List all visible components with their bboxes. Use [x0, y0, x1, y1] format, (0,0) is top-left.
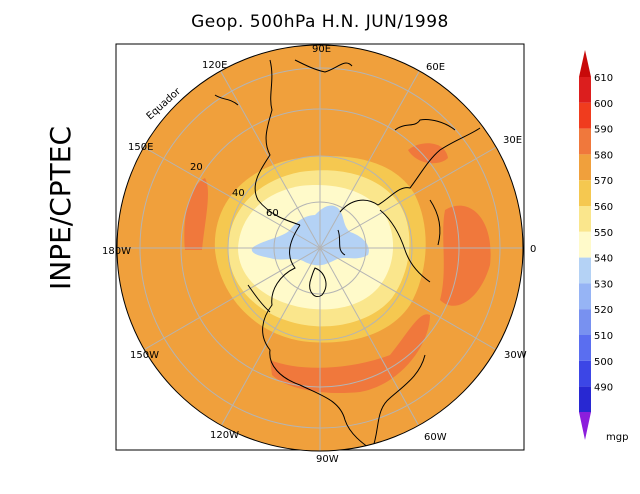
- map-boundary: [116, 44, 524, 452]
- coastlines: [214, 59, 481, 451]
- colorbar-label-570: 570: [594, 176, 613, 187]
- colorbar-cell-590: [579, 128, 591, 155]
- colorbar-cell-580: [579, 154, 591, 181]
- colorbar-cell-520: [579, 309, 591, 335]
- colorbar-top-arrow: [579, 50, 591, 77]
- colorbar-label-500: 500: [594, 357, 613, 368]
- field-590-patch-west: [184, 178, 209, 250]
- field-540-550: [251, 205, 369, 266]
- lat-label-60: 60: [266, 208, 279, 219]
- lon-label-120e: 120E: [202, 60, 227, 71]
- lat-label-40: 40: [232, 188, 245, 199]
- colorbar-label-530: 530: [594, 279, 613, 290]
- longitude-labels: 90E 60E 30E 0 30W 60W 90W 120W 150W 180W…: [102, 44, 536, 465]
- lon-label-90e: 90E: [312, 44, 331, 55]
- colorbar-label-610: 610: [594, 73, 613, 84]
- colorbar-cell-610: [579, 77, 591, 103]
- lon-label-150e: 150E: [128, 142, 153, 153]
- colorbar-label-580: 580: [594, 150, 613, 161]
- colorbar-label-550: 550: [594, 228, 613, 239]
- colorbar-cell-570: [579, 180, 591, 206]
- lat-label-20: 20: [190, 162, 203, 173]
- field-590-patch-east: [440, 205, 491, 306]
- colorbar-label-560: 560: [594, 202, 613, 213]
- colorbar-cell-530: [579, 283, 591, 310]
- geopotential-field: [117, 45, 523, 451]
- colorbar-label-490: 490: [594, 383, 613, 394]
- lon-label-60w: 60W: [424, 432, 447, 443]
- colorbar: 610600590580570560550540530520510500490 …: [579, 50, 628, 443]
- lon-label-60e: 60E: [426, 62, 445, 73]
- colorbar-cell-490: [579, 386, 591, 413]
- colorbar-cell-540: [579, 257, 591, 284]
- colorbar-cell-550: [579, 231, 591, 258]
- map-title: Geop. 500hPa H.N. JUN/1998: [191, 12, 449, 32]
- colorbar-cell-600: [579, 102, 591, 129]
- colorbar-labels: 610 600 590 580 570 560 550 540 530 520 510 500 490: [594, 73, 613, 394]
- lon-label-30e: 30E: [503, 135, 522, 146]
- lon-label-30w: 30W: [504, 350, 527, 361]
- colorbar-label-520: 520: [594, 305, 613, 316]
- colorbar-label-540: 540: [594, 254, 613, 265]
- lon-label-0: 0: [530, 244, 536, 255]
- field-590-patch-north: [408, 143, 448, 164]
- colorbar-cell-560: [579, 206, 591, 232]
- latitude-labels: 20 40 60: [190, 162, 279, 219]
- lon-label-90w: 90W: [316, 454, 339, 465]
- colorbar-cell-500: [579, 360, 591, 387]
- colorbar-unit: mgp: [606, 432, 628, 443]
- colorbar-cells: [579, 77, 591, 413]
- lon-label-150w: 150W: [130, 350, 159, 361]
- colorbar-bottom-arrow: [579, 412, 591, 440]
- lon-label-180w: 180W: [102, 246, 131, 257]
- colorbar-label-590: 590: [594, 125, 613, 136]
- colorbar-label-510: 510: [594, 331, 613, 342]
- lon-label-120w: 120W: [210, 430, 239, 441]
- colorbar-cell-510: [579, 335, 591, 361]
- graticule: [117, 45, 523, 451]
- colorbar-label-600: 600: [594, 99, 613, 110]
